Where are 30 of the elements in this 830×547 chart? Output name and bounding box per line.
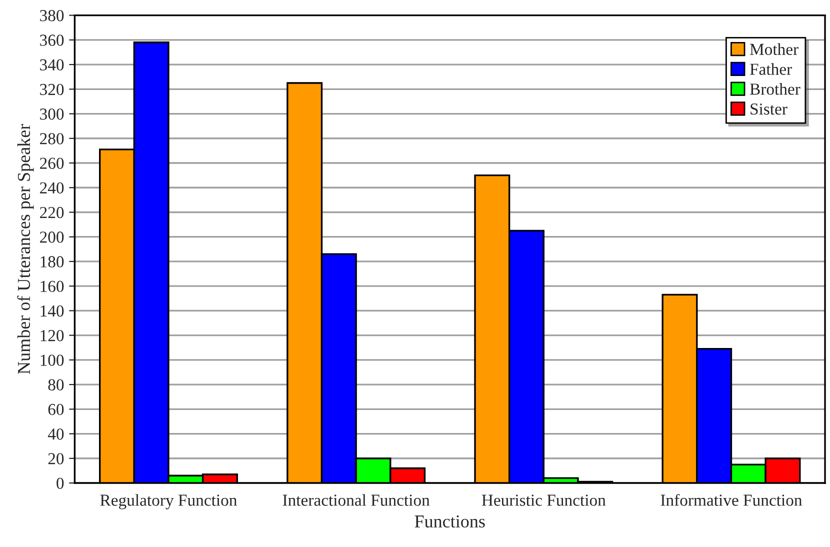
legend-label: Sister [750, 103, 788, 115]
x-tick-label: Heuristic Function [482, 494, 606, 506]
y-tick-label: 40 [48, 428, 64, 440]
y-tick-label: 380 [40, 10, 64, 22]
legend-label: Mother [750, 43, 798, 56]
legend-label: Father [750, 63, 792, 75]
y-tick-label: 160 [40, 280, 64, 292]
y-tick-label: 240 [40, 182, 64, 194]
y-tick-label: 180 [40, 256, 64, 268]
y-tick-label: 260 [40, 158, 64, 169]
y-tick-label: 220 [40, 206, 64, 218]
y-tick-label: 200 [40, 232, 64, 243]
y-tick-label: 340 [40, 59, 64, 70]
y-tick-label: 60 [48, 404, 64, 416]
y-tick-label: 360 [40, 34, 64, 46]
y-tick-label: 0 [56, 478, 64, 489]
y-tick-label: 280 [40, 133, 64, 144]
y-tick-label: 140 [40, 305, 64, 317]
legend-label: Brother [750, 83, 800, 95]
y-tick-label: 20 [48, 453, 64, 464]
x-tick-label: Regulatory Function [100, 494, 237, 510]
y-tick-label: 320 [40, 84, 64, 96]
y-tick-label: 80 [48, 379, 64, 390]
y-axis-title: Number of Utterances per Speaker [17, 124, 34, 374]
x-axis-title: Functions [414, 515, 485, 528]
x-tick-label: Informative Function [660, 494, 802, 506]
x-tick-label: Interactional Function [282, 494, 430, 506]
y-tick-label: 300 [40, 108, 64, 120]
y-tick-label: 120 [40, 330, 64, 342]
y-tick-label: 100 [40, 354, 64, 366]
